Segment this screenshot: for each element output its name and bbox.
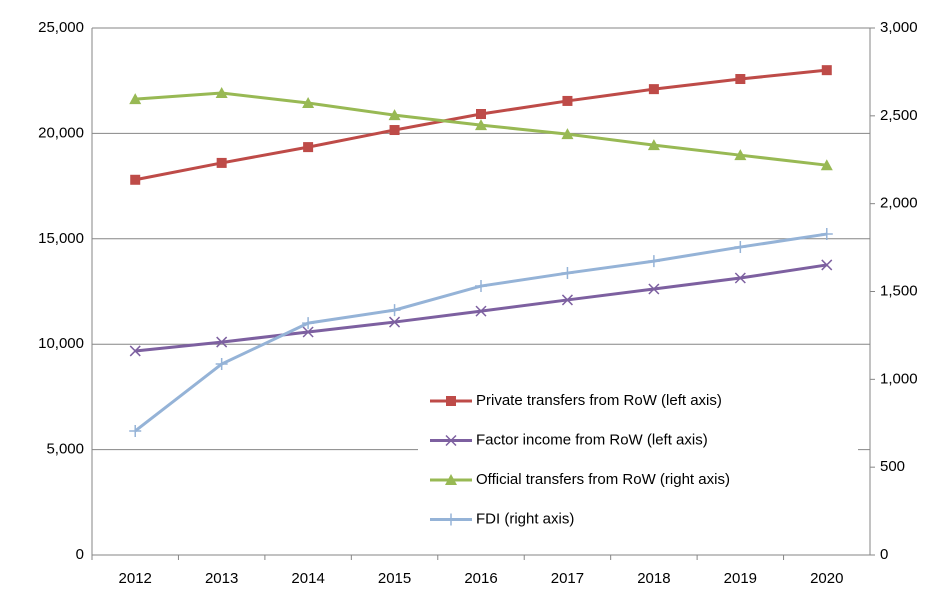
legend-label: Official transfers from RoW (right axis): [476, 471, 730, 488]
x-tick-label: 2020: [810, 570, 843, 587]
data-point: [561, 267, 574, 280]
data-point: [821, 65, 832, 76]
data-point: [475, 119, 487, 131]
x-tick-label: 2015: [378, 570, 411, 587]
y2-tick-label: 1,000: [880, 370, 918, 387]
y2-tick-label: 2,500: [880, 107, 918, 124]
data-point: [303, 142, 314, 153]
data-point: [129, 93, 142, 105]
data-point: [648, 84, 659, 95]
legend-label: FDI (right axis): [476, 510, 574, 527]
legend-marker: [445, 474, 457, 485]
legend-label: Private transfers from RoW (left axis): [476, 392, 722, 409]
data-point: [302, 97, 315, 109]
data-point: [561, 128, 574, 140]
data-point: [734, 149, 747, 161]
y-tick-label: 10,000: [38, 335, 84, 352]
data-point: [216, 157, 227, 168]
y-tick-label: 15,000: [38, 230, 84, 247]
y-tick-label: 25,000: [38, 19, 84, 36]
y-tick-label: 0: [76, 546, 84, 563]
y2-tick-label: 2,000: [880, 195, 918, 212]
data-point: [735, 74, 746, 85]
data-point: [130, 174, 141, 185]
data-point: [820, 228, 833, 241]
x-tick-label: 2016: [464, 570, 497, 587]
data-point: [129, 424, 142, 437]
legend-label: Factor income from RoW (left axis): [476, 431, 708, 448]
data-point: [734, 241, 747, 254]
legend-marker: [446, 396, 456, 406]
data-point: [562, 95, 573, 106]
y2-tick-label: 500: [880, 458, 905, 475]
x-tick-label: 2014: [291, 570, 324, 587]
legend-marker: [445, 434, 457, 447]
data-point: [476, 109, 486, 120]
x-tick-label: 2018: [637, 570, 670, 587]
data-point: [388, 109, 401, 121]
data-point: [302, 317, 315, 330]
data-point: [734, 272, 746, 284]
data-point: [216, 336, 228, 348]
data-point: [475, 305, 487, 317]
data-point: [129, 345, 141, 357]
x-tick-label: 2019: [724, 570, 757, 587]
data-point: [302, 326, 314, 338]
series-line: [135, 263, 828, 353]
x-tick-label: 2013: [205, 570, 238, 587]
data-point: [821, 259, 833, 271]
y-tick-label: 20,000: [38, 124, 84, 141]
x-tick-label: 2017: [551, 570, 584, 587]
y2-tick-label: 3,000: [880, 19, 918, 36]
data-point: [389, 125, 400, 136]
y2-tick-label: 1,500: [880, 282, 918, 299]
data-point: [389, 316, 401, 328]
y-tick-label: 5,000: [46, 441, 84, 458]
data-point: [647, 255, 660, 268]
data-point: [561, 294, 573, 306]
data-point: [388, 304, 401, 317]
data-point: [215, 358, 228, 371]
y2-tick-label: 0: [880, 546, 888, 563]
legend-box: [418, 382, 858, 542]
data-point: [215, 86, 228, 98]
data-point: [648, 283, 660, 295]
data-point: [820, 159, 833, 171]
data-point: [475, 280, 487, 293]
data-point: [647, 139, 660, 151]
x-tick-label: 2012: [119, 570, 152, 587]
legend-marker: [445, 513, 457, 526]
